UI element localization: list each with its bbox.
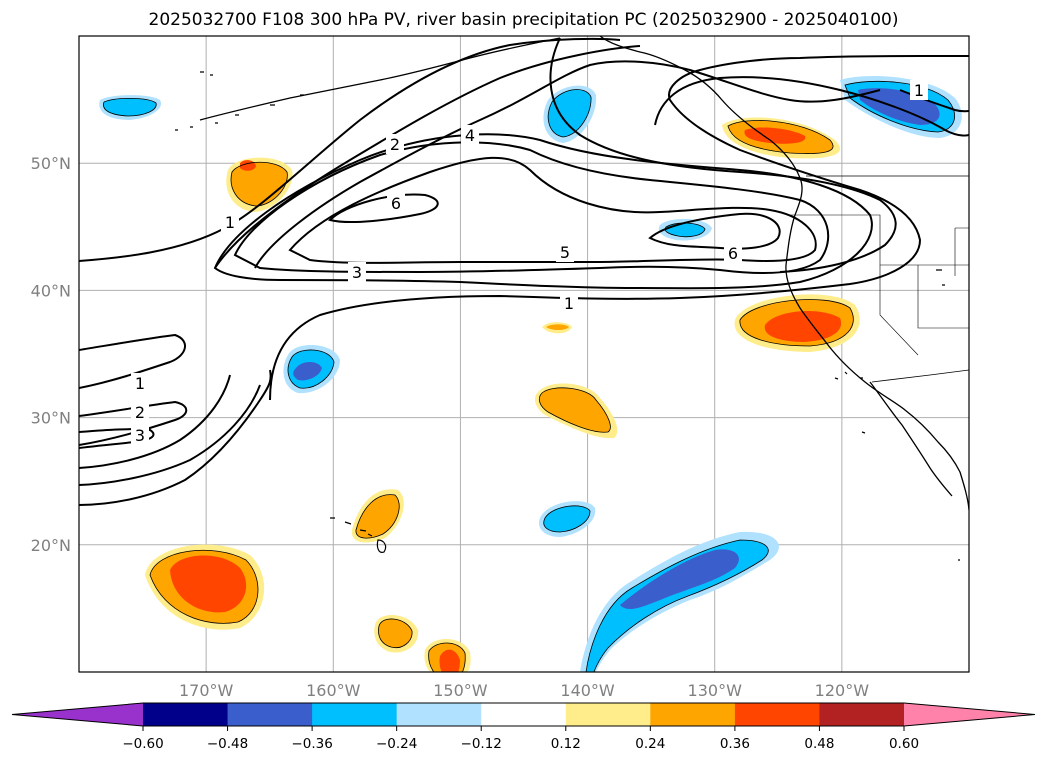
shade-blob-140w-orange-core [539,387,611,433]
colorbar-segment [481,703,567,726]
pv-contour-2-east [549,37,897,273]
latitude-tick-label: 30°N [31,409,71,428]
colorbar-tick-label: 0.24 [635,736,665,752]
contour-label: 6 [728,244,738,263]
shade-band-130w-blue-darker [620,549,739,609]
shade-blob-nw-blue-core [103,98,157,116]
pv-contour-1-sw-a [79,333,186,389]
contour-label-backgrounds [131,80,928,445]
longitude-tick-label: 160°W [306,681,361,700]
coastlines [199,36,969,511]
pv-contour-6-west [328,193,439,224]
colorbar-segment [819,703,905,726]
colorbar-extend-low [12,703,143,726]
colorbar [11,702,1036,731]
colorbar-tick-label: 0.36 [720,736,750,752]
longitude-tick-label: 170°W [179,681,234,700]
shade-blob-small-orange-core [546,324,569,330]
latitude-tick-label: 40°N [31,281,71,300]
longitude-labels: 170°W 160°W 150°W 140°W 130°W 120°W [179,681,869,700]
coastal-islands [834,269,960,561]
colorbar-segment [312,703,398,726]
colorbar-tick-label: −0.36 [291,736,332,752]
shade-blob-goa-blue-core [548,89,592,137]
colorbar-tick-label: 0.12 [551,736,581,752]
colorbar-segment [227,703,313,726]
hawaii-islands [330,517,387,553]
alaska-coastline [199,37,561,121]
shade-blob-140w-blue-core [543,505,590,532]
pv-contour-3-inner [288,156,817,264]
colorbar-tick-label: 0.48 [804,736,834,752]
contour-label: 1 [225,213,235,232]
shade-blob-170w-red [170,555,247,613]
colorbar-tick-label: −0.48 [207,736,248,752]
pv-contour-1-north [79,37,621,262]
shade-blob-bc-red [744,127,806,144]
pv-contour-4 [254,60,881,269]
state-line-2 [917,265,969,329]
longitude-tick-label: 120°W [815,681,870,700]
pv-contour-2-sw [79,400,188,446]
colorbar-tick-label: −0.12 [461,736,502,752]
colorbar-segment [650,703,736,726]
us-mexico-border [871,369,969,383]
colorbar-segment [565,703,651,726]
state-line-1 [790,214,969,266]
colorbar-tick-label: −0.24 [376,736,417,752]
shading-outlines [103,80,955,672]
na-coastline [599,36,969,511]
colorbar-segment [396,703,482,726]
latitude-tick-label: 20°N [31,536,71,555]
map-frame [78,35,970,673]
contour-label: 4 [465,126,475,145]
pv-contour-1-main [269,55,969,401]
baja-coastline [869,381,953,497]
contour-label: 1 [564,294,574,313]
contour-label: 2 [390,135,400,154]
colorbar-segment [734,703,820,726]
contour-label: 2 [135,403,145,422]
shade-blob-sub-blue-darker [293,362,322,381]
pv-contour-1-sw-d [79,384,261,486]
contour-label: 1 [135,374,145,393]
colorbar-extend-high [904,703,1035,726]
latitude-tick-label: 50°N [31,154,71,173]
shade-blob-ca-red [764,310,842,342]
colorbar-tick-labels: −0.60 −0.48 −0.36 −0.24 −0.12 0.12 0.24 0.36 0.4… [122,736,919,752]
longitude-tick-label: 130°W [688,681,743,700]
longitude-tick-label: 140°W [560,681,615,700]
pv-contour-6-east [648,212,781,250]
pv-contours [79,37,969,506]
pv-contour-1-sw-c [79,374,231,469]
pv-contour-4-east-cutoff [654,76,969,137]
shade-blob-hi-orange-core [355,494,400,539]
map-title: 2025032700 F108 300 hPa PV, river basin … [148,10,899,30]
state-line-3 [879,265,919,356]
longitude-tick-label: 150°W [433,681,488,700]
contour-labels: 2 4 1 6 3 5 6 1 1 2 3 1 [135,81,924,445]
colorbar-tick-label: −0.60 [122,736,163,752]
pv-contour-1-sw-b [79,369,272,506]
pv-contour-3-outer [213,133,873,290]
islands [175,71,960,561]
shade-blob-w-orange-core [231,162,288,206]
contour-label: 5 [560,243,570,262]
state-line-4 [954,227,969,276]
colorbar-tick-label: 0.60 [889,736,919,752]
pv-contour-5 [233,141,830,274]
contour-label: 6 [391,194,401,213]
aleutian-dots [175,71,304,131]
colorbar-segment [143,703,229,726]
contour-label: 3 [352,263,362,282]
contour-label: 3 [135,426,145,445]
contour-label: 1 [914,81,924,100]
pv-contour-3-sw [79,428,155,449]
shade-blob-155w-orange-core [378,618,413,648]
latitude-labels: 20°N 30°N 40°N 50°N [31,154,71,555]
shade-blob-150w-red [439,649,460,672]
